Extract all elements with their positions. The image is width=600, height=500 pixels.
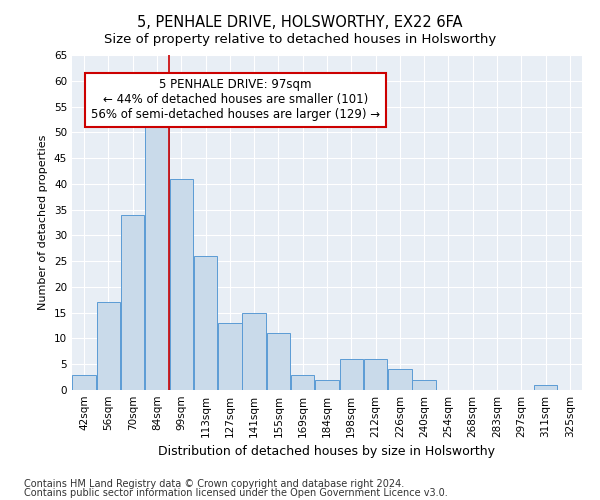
Bar — [73, 374, 96, 390]
Bar — [121, 215, 145, 390]
Bar — [412, 380, 436, 390]
Bar — [218, 323, 242, 390]
X-axis label: Distribution of detached houses by size in Holsworthy: Distribution of detached houses by size … — [158, 446, 496, 458]
Bar — [170, 178, 193, 390]
Bar — [145, 117, 169, 390]
Bar — [97, 302, 120, 390]
Text: 5, PENHALE DRIVE, HOLSWORTHY, EX22 6FA: 5, PENHALE DRIVE, HOLSWORTHY, EX22 6FA — [137, 15, 463, 30]
Bar — [364, 359, 388, 390]
Bar — [315, 380, 339, 390]
Bar — [340, 359, 363, 390]
Bar — [242, 312, 266, 390]
Text: Contains HM Land Registry data © Crown copyright and database right 2024.: Contains HM Land Registry data © Crown c… — [24, 479, 404, 489]
Text: Contains public sector information licensed under the Open Government Licence v3: Contains public sector information licen… — [24, 488, 448, 498]
Text: 5 PENHALE DRIVE: 97sqm
← 44% of detached houses are smaller (101)
56% of semi-de: 5 PENHALE DRIVE: 97sqm ← 44% of detached… — [91, 78, 380, 122]
Text: Size of property relative to detached houses in Holsworthy: Size of property relative to detached ho… — [104, 32, 496, 46]
Bar — [291, 374, 314, 390]
Bar — [534, 385, 557, 390]
Bar — [194, 256, 217, 390]
Y-axis label: Number of detached properties: Number of detached properties — [38, 135, 49, 310]
Bar — [266, 334, 290, 390]
Bar — [388, 370, 412, 390]
